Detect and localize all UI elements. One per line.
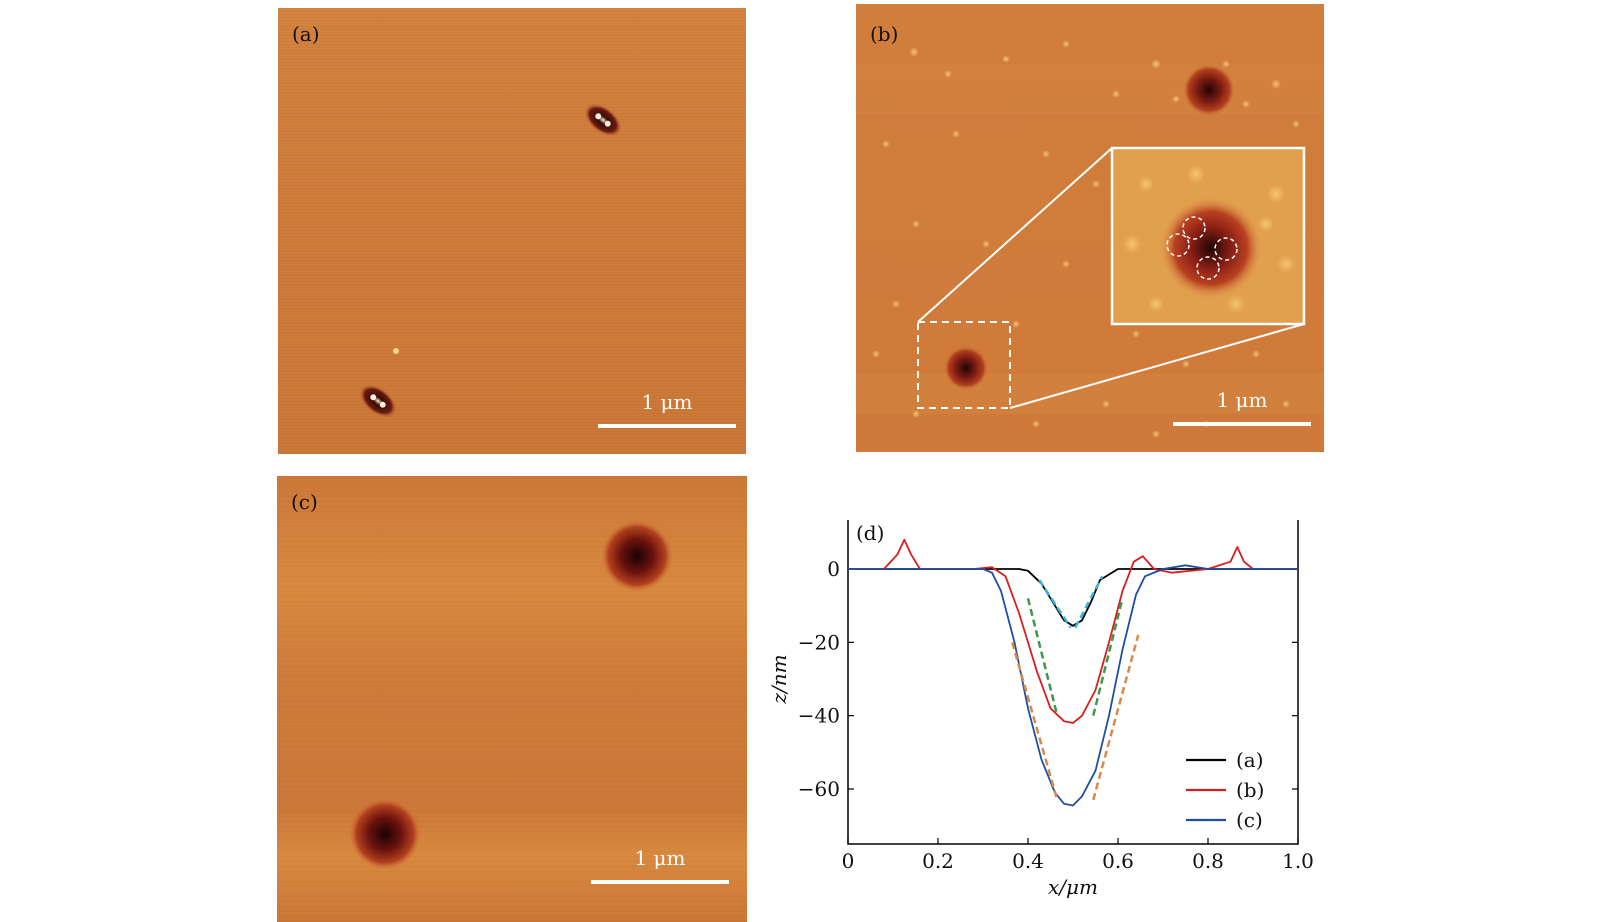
pit-a1 <box>583 103 623 137</box>
y-tick-label: −20 <box>798 630 840 654</box>
chart-svg: 0 0.2 0.4 0.6 0.8 1.0 0 −20 −40 −60 x/μm z/nm (a) (b)… <box>767 520 1314 899</box>
scale-bar-text-a: 1 μm <box>641 390 693 414</box>
x-axis-label: x/μm <box>1048 875 1098 899</box>
fit-line-3 <box>1026 598 1059 716</box>
fit-line-4 <box>1092 598 1124 716</box>
series-line-3 <box>848 564 1298 807</box>
panel-label-c: (c) <box>291 490 318 514</box>
pit-c2 <box>349 798 421 870</box>
scale-bar-text-b: 1 μm <box>1216 388 1268 412</box>
height-profile-chart: 0 0.2 0.4 0.6 0.8 1.0 0 −20 −40 −60 x/μm z/nm (a) (b)… <box>760 520 1340 920</box>
afm-surface-a <box>278 8 746 454</box>
afm-surface-b <box>856 4 1324 452</box>
pit-b2 <box>944 346 988 390</box>
scale-bar-c <box>591 880 729 884</box>
legend-label: (c) <box>1236 808 1263 832</box>
legend-label: (b) <box>1236 778 1264 802</box>
x-tick-label: 0.4 <box>1012 849 1044 873</box>
scale-bar-a <box>598 424 736 428</box>
pit-a2 <box>358 384 398 418</box>
y-tick-label: 0 <box>827 557 840 581</box>
pit-c1 <box>601 520 673 592</box>
selection-box <box>917 321 1011 409</box>
x-tick-label: 1.0 <box>1282 849 1314 873</box>
surface-particles <box>872 40 1300 438</box>
y-axis-label: z/nm <box>767 654 791 704</box>
afm-image-c: (c) 1 μm <box>277 476 747 922</box>
panel-label-a: (a) <box>292 22 320 46</box>
fit-line-6 <box>1092 634 1140 801</box>
fit-line-5 <box>1011 641 1059 801</box>
afm-surface-c <box>277 476 747 922</box>
x-tick-label: 0 <box>842 849 855 873</box>
y-tick-label: −60 <box>798 777 840 801</box>
afm-image-b: (b) 1 μm <box>856 4 1324 452</box>
fit-line-2 <box>1074 575 1104 629</box>
scale-bar-text-c: 1 μm <box>634 846 686 870</box>
pit-b1 <box>1183 64 1235 116</box>
afm-image-a: (a) 1 μm <box>278 8 746 454</box>
legend-label: (a) <box>1236 748 1264 772</box>
x-tick-label: 0.2 <box>922 849 954 873</box>
scale-bar-b <box>1173 422 1311 426</box>
series-line-2 <box>848 538 1298 724</box>
chart-panel-label: (d) <box>856 521 884 545</box>
fit-line-1 <box>1038 579 1072 629</box>
series-line-1 <box>848 568 1298 627</box>
y-tick-label: −40 <box>798 704 840 728</box>
zoom-inset <box>1110 146 1306 326</box>
panel-label-b: (b) <box>870 22 899 46</box>
x-tick-label: 0.6 <box>1102 849 1134 873</box>
x-tick-label: 0.8 <box>1192 849 1224 873</box>
